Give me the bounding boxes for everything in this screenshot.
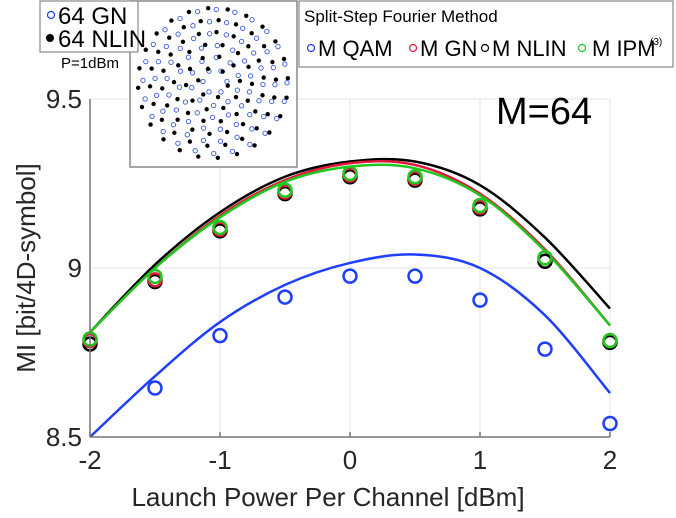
data-marker [147, 268, 163, 285]
curve-nlin [89, 157, 611, 334]
data-marker [342, 268, 358, 284]
legend-m-qam: M QAM [318, 36, 393, 61]
legend-ssfm: Split-Step Fourier Method M QAM M GN M N… [298, 0, 674, 68]
data-marker [472, 197, 488, 214]
legend-64-nlin: 64 NLIN [58, 26, 146, 53]
data-marker [277, 289, 293, 305]
y-tick-label: 9 [68, 253, 82, 283]
y-tick-label: 9.5 [46, 84, 82, 114]
y-ticks: 8.5 9 9.5 [46, 84, 82, 452]
y-axis-title: MI [bit/4D-symbol] [11, 163, 41, 373]
data-marker [537, 341, 553, 357]
legend-m-nlin: M NLIN [492, 36, 567, 61]
open-circle-icon [408, 43, 418, 53]
y-tick-label: 8.5 [46, 422, 82, 452]
open-circle-icon [480, 43, 490, 53]
data-marker [602, 332, 618, 349]
data-marker [537, 250, 553, 266]
data-marker [212, 219, 228, 236]
x-tick-label: 1 [473, 445, 487, 475]
legend-m-ipm: M IPM [592, 36, 656, 61]
x-ticks: -2 -1 0 1 2 [78, 432, 617, 475]
legend-m-gn: M GN [420, 36, 477, 61]
open-circle-icon [577, 43, 587, 53]
data-marker [277, 182, 293, 199]
data-marker [407, 268, 423, 284]
m-annotation: M=64 [496, 91, 592, 133]
data-marker [342, 165, 358, 182]
legend-inset: 64 GN 64 NLIN [39, 0, 146, 53]
filled-circle-icon [46, 34, 54, 42]
x-tick-label: 0 [343, 445, 357, 475]
data-marker [407, 168, 423, 185]
data-marker [472, 292, 488, 308]
data-marker [147, 380, 163, 396]
legend-64-gn: 64 GN [58, 3, 127, 30]
curve-qam [89, 253, 611, 438]
data-marker [212, 327, 228, 344]
open-circle-icon [46, 10, 56, 20]
data-markers [82, 165, 618, 432]
x-tick-label: -1 [208, 445, 231, 475]
x-axis-title: Launch Power Per Channel [dBm] [131, 482, 524, 512]
open-circle-icon [306, 43, 316, 53]
data-marker [602, 415, 618, 432]
constellation-inset [129, 0, 298, 168]
x-tick-label: -2 [78, 445, 101, 475]
legend-m-ipm-superscript: (3) [650, 37, 662, 48]
inset-power-label: P=1dBm [61, 55, 119, 72]
x-tick-label: 2 [603, 445, 617, 475]
legend-ssfm-title: Split-Step Fourier Method [304, 7, 498, 26]
